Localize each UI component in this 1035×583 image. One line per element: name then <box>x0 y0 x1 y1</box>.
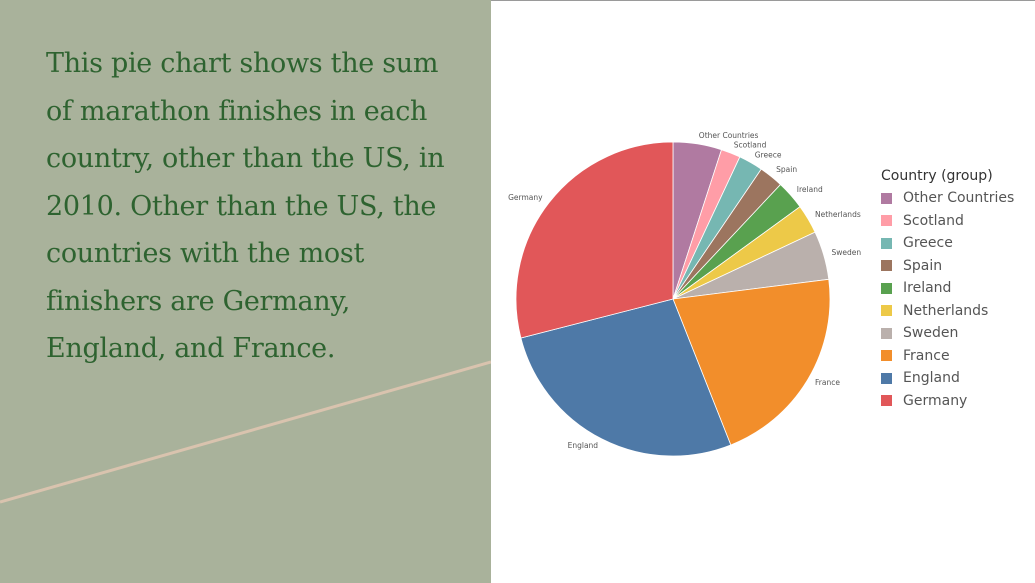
legend-item: Netherlands <box>881 300 1035 323</box>
legend-items: Other Countries Scotland Greece Spain Irelan… <box>881 187 1035 412</box>
legend-swatch <box>881 260 892 272</box>
legend-label: Sweden <box>903 325 959 342</box>
pie-slice-label: Spain <box>776 165 797 174</box>
legend-label: England <box>903 370 960 387</box>
decorative-diagonal-line <box>0 360 491 504</box>
pie-slice-label: Netherlands <box>815 210 861 219</box>
legend-item: Greece <box>881 232 1035 255</box>
legend-swatch <box>881 395 892 407</box>
legend-label: Ireland <box>903 280 952 297</box>
legend-swatch <box>881 372 892 384</box>
legend-item: Other Countries <box>881 187 1035 210</box>
pie-slice <box>520 298 732 457</box>
legend-label: Greece <box>903 235 953 252</box>
legend-swatch <box>881 327 892 339</box>
pie-slice-label: Ireland <box>797 185 823 194</box>
diagonal-stroke <box>0 360 491 504</box>
legend-label: Other Countries <box>903 190 1015 207</box>
legend-item: Scotland <box>881 210 1035 233</box>
pie-slice-label: France <box>815 378 840 387</box>
pie-slice-label: Germany <box>508 193 543 202</box>
legend-swatch <box>881 192 892 204</box>
text-panel: This pie chart shows the sum of marathon… <box>0 0 491 583</box>
pie-slice-label: Sweden <box>831 248 861 257</box>
pie-slice-label: Other Countries <box>699 131 759 140</box>
legend-item: Spain <box>881 255 1035 278</box>
legend-label: Spain <box>903 257 943 274</box>
top-border-line <box>491 0 1035 1</box>
legend-item: Ireland <box>881 277 1035 300</box>
pie-slice-label: Greece <box>755 151 782 160</box>
pie-slice-label: Scotland <box>734 141 767 150</box>
legend-swatch <box>881 282 892 294</box>
legend-label: Germany <box>903 392 968 409</box>
chart-legend: Country (group) Other Countries Scotland G… <box>881 166 1035 412</box>
legend-item: England <box>881 367 1035 390</box>
legend-item: Sweden <box>881 322 1035 345</box>
legend-label: France <box>903 347 950 364</box>
legend-swatch <box>881 237 892 249</box>
legend-swatch <box>881 305 892 317</box>
legend-item: Germany <box>881 390 1035 413</box>
pie-slice-label: England <box>568 441 599 450</box>
chart-caption: This pie chart shows the sum of marathon… <box>46 48 445 364</box>
legend-label: Scotland <box>903 212 964 229</box>
legend-swatch <box>881 350 892 362</box>
legend-label: Netherlands <box>903 302 989 319</box>
pie-slice <box>672 278 831 446</box>
pie-slices <box>515 141 831 457</box>
pie-slice <box>515 141 674 339</box>
legend-item: France <box>881 345 1035 368</box>
legend-title: Country (group) <box>881 168 993 184</box>
legend-swatch <box>881 215 892 227</box>
